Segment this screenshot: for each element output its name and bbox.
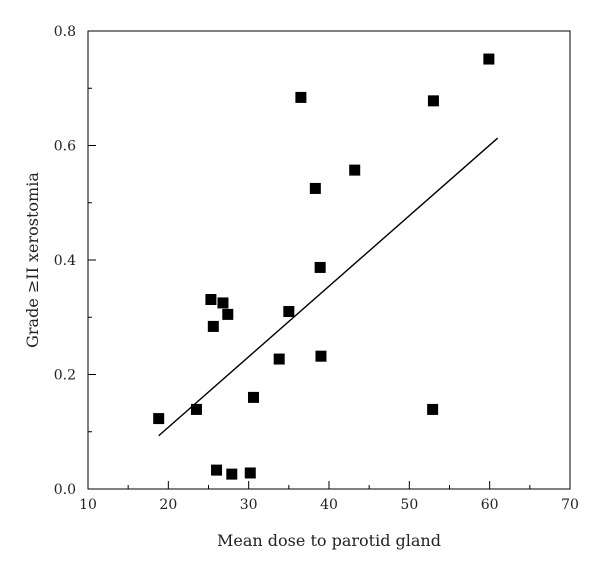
data-points — [153, 53, 495, 480]
x-tick-label: 20 — [159, 497, 177, 513]
y-tick-label: 0.0 — [54, 482, 76, 498]
data-point — [226, 468, 238, 480]
y-tick-label: 0.6 — [54, 139, 76, 155]
regression-line — [158, 137, 499, 437]
data-point — [217, 297, 229, 309]
x-axis-title: Mean dose to parotid gland — [217, 531, 441, 550]
data-point — [483, 53, 495, 65]
x-tick-label: 50 — [400, 497, 418, 513]
data-point — [309, 182, 321, 194]
data-point — [295, 91, 307, 103]
data-point — [273, 353, 285, 365]
x-tick-label: 30 — [240, 497, 258, 513]
data-point — [244, 467, 256, 479]
regression-line-group — [158, 137, 499, 437]
x-tick-label: 60 — [481, 497, 499, 513]
data-point — [207, 320, 219, 332]
y-axis-title: Grade ≥II xerostomia — [23, 172, 42, 348]
axis-tick-labels: 10 20 30 40 50 60 70 0.0 0.2 0.4 0.6 0.8 — [54, 24, 579, 513]
y-tick-label: 0.2 — [54, 368, 76, 384]
y-tick-label: 0.4 — [54, 253, 76, 269]
data-point — [205, 294, 217, 306]
x-tick-label: 70 — [561, 497, 579, 513]
data-point — [283, 306, 295, 318]
x-tick-label: 40 — [320, 497, 338, 513]
data-point — [153, 413, 165, 425]
x-tick-label: 10 — [79, 497, 97, 513]
y-tick-label: 0.8 — [54, 24, 76, 40]
data-point — [247, 391, 259, 403]
axis-ticks — [87, 30, 571, 490]
data-point — [349, 164, 361, 176]
data-point — [427, 95, 439, 107]
data-point — [211, 464, 223, 476]
data-point — [427, 403, 439, 415]
data-point — [314, 261, 326, 273]
data-point — [315, 350, 327, 362]
data-point — [222, 308, 234, 320]
data-point — [190, 403, 202, 415]
